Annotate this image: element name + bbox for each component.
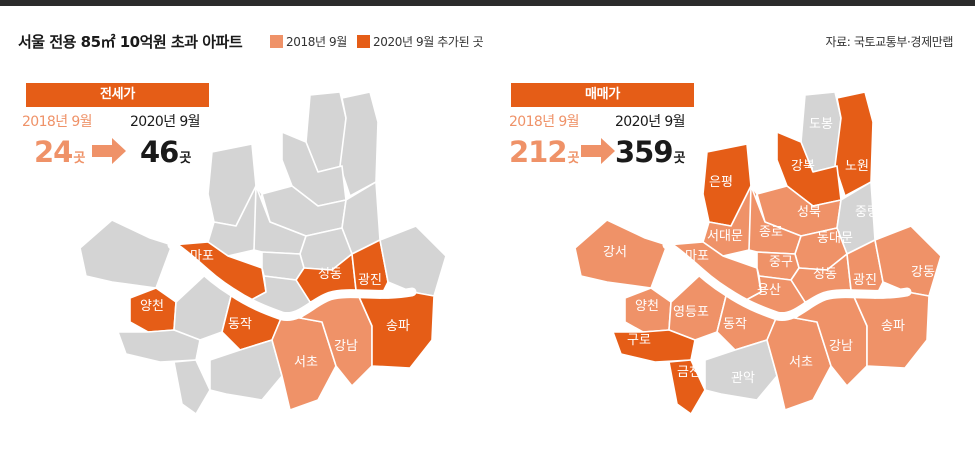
district-label-seongdong: 성동 [813, 267, 837, 282]
district-label-dongdaemun: 동대문 [817, 231, 853, 246]
district-label-seodaemun: 서대문 [707, 229, 743, 244]
district-guro [612, 329, 696, 363]
from-count: 24곳 [34, 135, 85, 174]
district-label-gangseo: 강서 [603, 245, 627, 260]
district-gangseo [79, 219, 173, 289]
from-count-value: 212 [509, 135, 568, 169]
district-label-dongjak: 동작 [723, 317, 747, 332]
from-count: 212곳 [509, 135, 580, 174]
from-year-label: 2018년 9월 [509, 114, 580, 130]
to-count: 359곳 [615, 135, 686, 174]
legend-item-2020: 2020년 9월 추가된 곳 [357, 33, 484, 50]
district-label-seocho: 서초 [294, 355, 318, 370]
from-count-value: 24 [34, 135, 73, 169]
district-label-gwangjin: 광진 [853, 273, 877, 288]
district-label-jongno: 종로 [759, 225, 783, 240]
source-note: 자료: 국토교통부·경제만랩 [825, 35, 953, 49]
from-count-unit: 곳 [73, 151, 85, 166]
district-label-yongsan: 용산 [757, 283, 781, 298]
district-label-yeongdeungpo: 영등포 [673, 305, 709, 320]
top-rule [0, 0, 975, 6]
district-gangdong [874, 225, 942, 297]
district-gwanak [704, 339, 778, 401]
district-label-guro: 구로 [627, 333, 651, 348]
district-label-seongdong: 성동 [318, 267, 342, 282]
district-label-songpa: 송파 [881, 319, 905, 334]
district-label-mapo: 마포 [685, 249, 709, 264]
legend-swatch-dark [357, 35, 370, 48]
district-label-yangcheon: 양천 [140, 299, 164, 314]
han-river [662, 240, 912, 322]
district-nowon [834, 91, 874, 197]
district-label-eunpyeong: 은평 [709, 175, 733, 190]
legend-label-2020: 2020년 9월 추가된 곳 [373, 35, 484, 49]
legend-label-2018: 2018년 9월 [286, 35, 347, 49]
district-nowon [339, 91, 379, 197]
district-label-gwangjin: 광진 [358, 273, 382, 288]
district-geumcheon [668, 359, 706, 415]
district-label-nowon: 노원 [845, 159, 869, 174]
district-label-gangbuk: 강북 [791, 159, 815, 174]
to-count-value: 46 [140, 135, 179, 169]
district-label-mapo: 마포 [190, 249, 214, 264]
district-label-songpa: 송파 [386, 319, 410, 334]
right-arrow-icon [92, 138, 126, 164]
legend-item-2018: 2018년 9월 [270, 33, 347, 50]
han-river [167, 240, 417, 322]
district-label-gwanak: 관악 [731, 371, 755, 386]
to-count: 46곳 [140, 135, 191, 174]
to-year-label: 2020년 9월 [615, 114, 686, 130]
district-label-yangcheon: 양천 [635, 299, 659, 314]
from-count-unit: 곳 [567, 151, 580, 166]
district-label-seocho: 서초 [789, 355, 813, 370]
page-title: 서울 전용 85㎡ 10억원 초과 아파트 [18, 33, 243, 51]
district-label-gangdong: 강동 [911, 265, 935, 280]
district-label-dongjak: 동작 [228, 317, 252, 332]
badge-jeonse: 전세가 [26, 83, 209, 107]
legend-swatch-light [270, 35, 283, 48]
district-label-gangnam: 강남 [829, 339, 853, 354]
to-count-value: 359 [615, 135, 674, 169]
to-count-unit: 곳 [179, 151, 191, 166]
to-year-label: 2020년 9월 [130, 114, 201, 130]
district-label-dobong: 도봉 [809, 117, 833, 132]
district-gwanak [209, 339, 283, 401]
district-geumcheon [173, 359, 211, 415]
district-label-seongbuk: 성북 [797, 205, 821, 220]
right-arrow-icon [581, 138, 615, 164]
district-gangseo [574, 219, 668, 289]
district-guro [117, 329, 201, 363]
district-gangdong [379, 225, 447, 297]
district-label-geumcheon: 금천 [677, 365, 701, 380]
badge-sale: 매매가 [511, 83, 694, 107]
district-label-gangnam: 강남 [334, 339, 358, 354]
district-label-junggu: 중구 [769, 255, 793, 270]
from-year-label: 2018년 9월 [22, 114, 93, 130]
to-count-unit: 곳 [673, 151, 686, 166]
district-label-jungnang: 중랑 [855, 205, 879, 220]
